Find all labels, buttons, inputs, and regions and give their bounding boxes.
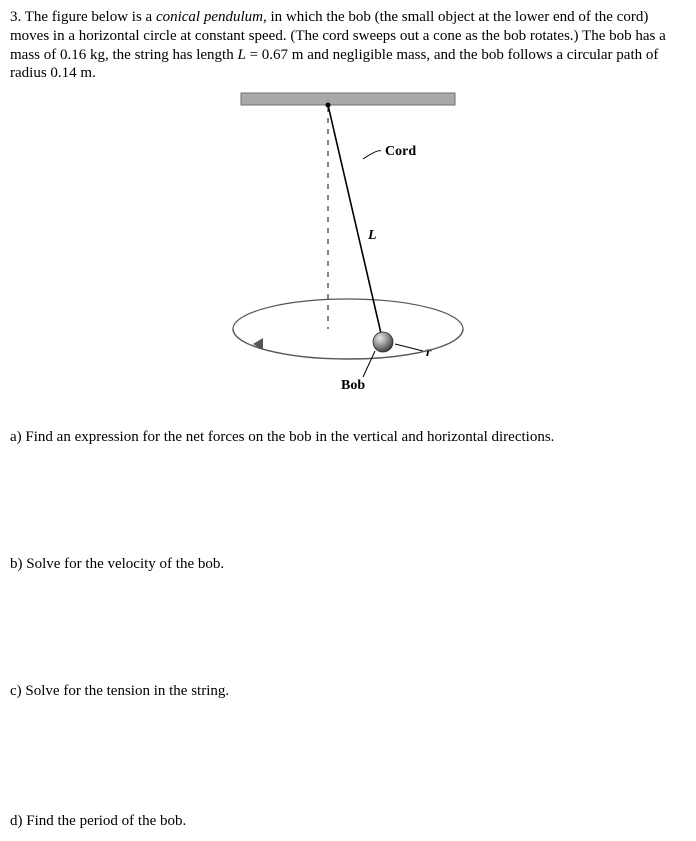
problem-number: 3.: [10, 9, 21, 25]
part-b: b) Solve for the velocity of the bob.: [10, 555, 686, 574]
radius-label: r: [426, 345, 432, 360]
bob-label-leader: [363, 351, 375, 377]
ceiling-bar: [241, 93, 455, 105]
part-d: d) Find the period of the bob.: [10, 812, 686, 831]
path-ellipse-back: [233, 299, 463, 329]
length-var: L: [237, 47, 245, 63]
page: 3. The figure below is a conical pendulu…: [0, 0, 696, 841]
pendulum-svg: Cord L r Bob: [213, 89, 483, 399]
cord-label-leader: [363, 151, 381, 159]
bob-icon: [373, 332, 393, 352]
length-label: L: [367, 228, 377, 243]
cord-label: Cord: [385, 144, 416, 159]
intro-pre: The figure below is a: [25, 9, 156, 25]
part-a: a) Find an expression for the net forces…: [10, 428, 686, 447]
problem-statement: 3. The figure below is a conical pendulu…: [10, 8, 686, 83]
bob-label: Bob: [341, 378, 365, 393]
figure-conical-pendulum: Cord L r Bob: [10, 89, 686, 405]
cord-line: [328, 105, 383, 342]
radius-line: [395, 344, 423, 351]
part-c: c) Solve for the tension in the string.: [10, 682, 686, 701]
intro-italic: conical pendulum,: [156, 9, 267, 25]
